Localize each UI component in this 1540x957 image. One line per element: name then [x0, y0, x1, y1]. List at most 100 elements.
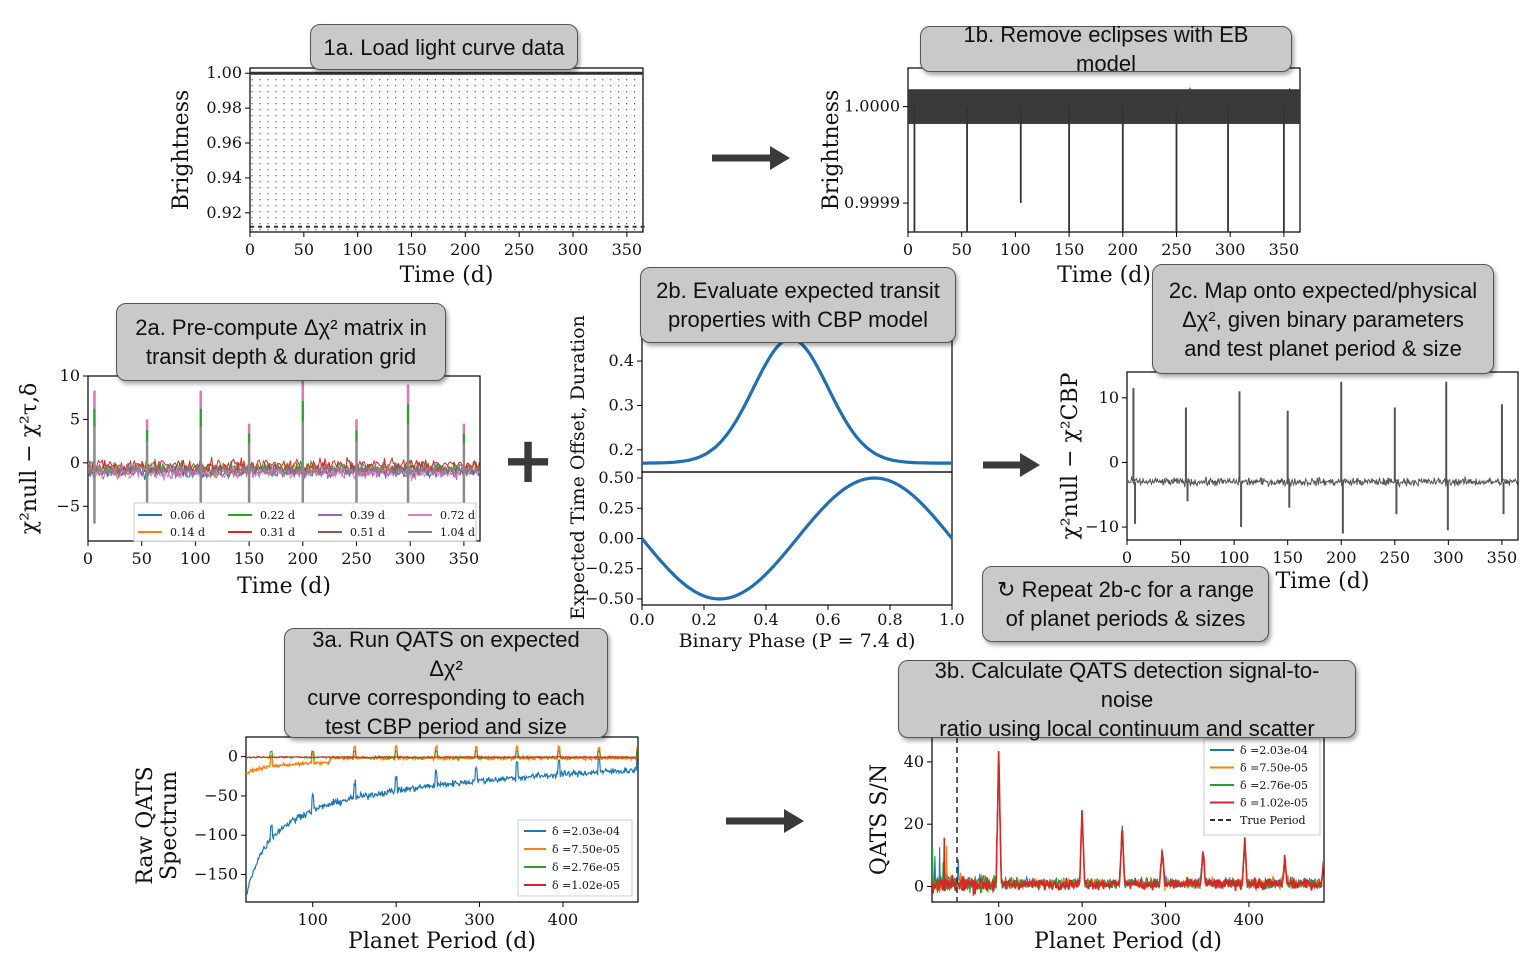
- p2c-xtick-label: 150: [1272, 548, 1303, 567]
- p3a-legend-label: δ =2.03e-04: [552, 825, 620, 838]
- p3a-ytick-label: 0: [228, 747, 238, 766]
- p2c-ylabel: χ²null − χ²CBP: [1058, 372, 1083, 539]
- p3a-ytick-label: −100: [194, 825, 238, 844]
- p1a-ytick-label: 0.98: [206, 98, 242, 117]
- p1a-xtick-label: 0: [245, 240, 255, 259]
- p2b-offset-curve: [640, 476, 954, 601]
- step-2a-line2: transit depth & duration grid: [145, 344, 417, 369]
- p3a-legend-label: δ =1.02e-05: [552, 879, 620, 892]
- arrow-3a-3b-head: [784, 809, 804, 833]
- p2b-bot-ytick-label: −0.50: [585, 589, 634, 608]
- p1b-xtick-label: 200: [1108, 240, 1139, 259]
- p2a-legend-label: 0.51 d: [350, 526, 385, 539]
- p1a-xtick-label: 250: [504, 240, 535, 259]
- p1b-xtick-label: 150: [1054, 240, 1085, 259]
- p3b-legend-label: δ =2.03e-04: [1240, 744, 1308, 757]
- p3a-ytick-label: −50: [204, 786, 238, 805]
- p2a-xtick-label: 150: [234, 549, 265, 568]
- step-3a-line1: 3a. Run QATS on expected Δχ²: [312, 627, 580, 681]
- p2b-xtick-label: 1.0: [939, 610, 964, 629]
- step-1b-box: 1b. Remove eclipses with EB model: [920, 22, 1292, 76]
- p1b-xtick-label: 50: [952, 240, 972, 259]
- step-3a-line2: curve corresponding to each: [307, 685, 585, 710]
- p2a-legend-label: 0.72 d: [440, 509, 475, 522]
- p1b-ytick-label: 1.0000: [844, 97, 900, 116]
- p2c-ytick-label: −10: [1085, 517, 1119, 536]
- p2a-xtick-label: 100: [180, 549, 211, 568]
- step-2c-line2: Δχ², given binary parameters: [1182, 306, 1464, 332]
- step-2a-box: 2a. Pre-compute Δχ² matrix in transit de…: [116, 303, 446, 381]
- p3a-series-orange: [246, 743, 638, 775]
- p1a-ytick-label: 0.96: [206, 133, 242, 152]
- p3a-series-red: [246, 755, 638, 759]
- p3b-xlabel: Planet Period (d): [1034, 929, 1222, 954]
- p2b-xtick-label: 0.6: [815, 610, 840, 629]
- p3a-legend-label: δ =7.50e-05: [552, 843, 620, 856]
- p2c-ytick-label: 0: [1109, 452, 1119, 471]
- p2c-xtick-label: 300: [1433, 548, 1464, 567]
- p3a-series-blue: [246, 755, 638, 898]
- p2a-ytick-label: −5: [56, 496, 80, 515]
- p3a-legend-box: [517, 819, 633, 897]
- p2b-ylabel: Expected Time Offset, Duration: [567, 315, 589, 620]
- p1a-xtick-label: 350: [612, 240, 643, 259]
- p1b-ylabel: Brightness: [819, 90, 844, 211]
- p2c-xtick-label: 50: [1170, 548, 1190, 567]
- p3a-xlabel: Planet Period (d): [348, 929, 536, 954]
- p1b-ytick-label: 0.9999: [844, 193, 900, 212]
- step-1b-label: 1b. Remove eclipses with EB model: [963, 22, 1249, 76]
- p3b-xtick-label: 400: [1234, 910, 1265, 929]
- p1b-xtick-label: 100: [1000, 240, 1031, 259]
- p3b-legend-box: [1203, 738, 1321, 836]
- p2a-legend-label: 0.39 d: [350, 509, 385, 522]
- p3a-ylabel-line1: Raw QATS: [133, 766, 158, 884]
- p1a-xlabel: Time (d): [400, 263, 494, 288]
- arrow-2b-2c-head: [1020, 453, 1040, 477]
- p1a-ytick-label: 0.92: [206, 203, 242, 222]
- p3b-ytick-label: 0: [914, 876, 924, 895]
- p3b-xtick-label: 100: [983, 910, 1014, 929]
- p1b-xlabel: Time (d): [1057, 263, 1151, 288]
- p2a-xtick-label: 250: [341, 549, 372, 568]
- p3b-ytick-label: 40: [904, 752, 924, 771]
- p2b-xlabel: Binary Phase (P = 7.4 d): [679, 630, 916, 652]
- step-2b-line1: 2b. Evaluate expected transit: [656, 278, 940, 303]
- p2b-bot-ytick-label: −0.25: [585, 559, 634, 578]
- p2a-xtick-label: 50: [132, 549, 152, 568]
- p2a-xtick-label: 0: [83, 549, 93, 568]
- p3a-ylabel-line2: Spectrum: [157, 771, 182, 880]
- p3b-ylabel: QATS S/N: [867, 764, 892, 875]
- p3b-legend-label: True Period: [1240, 814, 1306, 827]
- p2a-xtick-label: 200: [288, 549, 319, 568]
- step-3a-line3: test CBP period and size: [325, 714, 567, 739]
- step-2c-line3: and test planet period & size: [1184, 335, 1462, 361]
- arrow-1a-1b-head: [770, 146, 790, 170]
- p1b-xtick-label: 350: [1269, 240, 1300, 259]
- p1a-xtick-label: 300: [558, 240, 589, 259]
- p2a-legend-box: [133, 502, 477, 542]
- step-2c-line1: 2c. Map onto expected/physical: [1168, 277, 1478, 303]
- step-1a-box: 1a. Load light curve data: [310, 24, 578, 70]
- p2b-bot-ytick-label: 0.50: [598, 468, 634, 487]
- p2a-legend-label: 0.22 d: [260, 509, 295, 522]
- p2c-xtick-label: 350: [1487, 548, 1518, 567]
- p2a-legend-label: 1.04 d: [440, 526, 475, 539]
- p3b-legend-label: δ =2.76e-05: [1240, 779, 1308, 792]
- step-1a-label: 1a. Load light curve data: [323, 34, 565, 60]
- p1a-ytick-label: 1.00: [206, 63, 242, 82]
- p2a-series-line: [88, 456, 480, 475]
- p2a-legend-label: 0.06 d: [170, 509, 205, 522]
- p2b-top-frame: [641, 329, 953, 473]
- p1a-ylabel: Brightness: [169, 90, 194, 211]
- p2c-xtick-label: 250: [1380, 548, 1411, 567]
- p3a-xtick-label: 300: [464, 910, 495, 929]
- p3a-ytick-label: −150: [194, 865, 238, 884]
- p1a-xtick-label: 100: [342, 240, 373, 259]
- p2a-ytick-label: 0: [70, 453, 80, 472]
- p2c-xlabel: Time (d): [1276, 569, 1370, 594]
- p3b-ytick-label: 20: [904, 814, 924, 833]
- step-2a-line1: 2a. Pre-compute Δχ² matrix in: [135, 315, 427, 340]
- p2b-duration-curve: [642, 337, 952, 465]
- p1b-xtick-label: 300: [1215, 240, 1246, 259]
